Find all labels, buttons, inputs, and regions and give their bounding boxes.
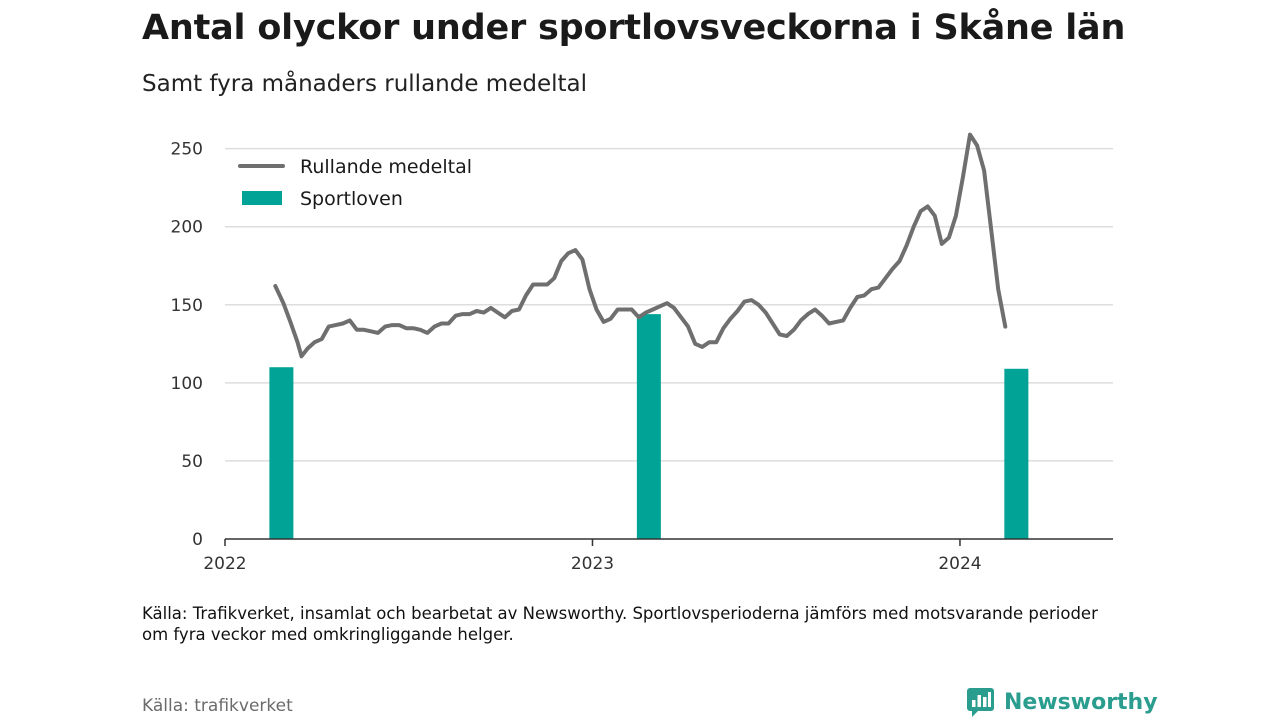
legend: Rullande medeltal Sportloven xyxy=(229,150,491,216)
legend-label: Sportloven xyxy=(300,188,403,210)
sportlov-bar xyxy=(1004,368,1029,539)
x-tick-label: 2024 xyxy=(938,554,981,574)
chart-title: Antal olyckor under sportlovsveckorna i … xyxy=(142,8,1126,48)
source-label: Källa: trafikverket xyxy=(142,696,293,716)
brand-name: Newsworthy xyxy=(1004,689,1158,715)
y-tick-label: 250 xyxy=(171,140,203,160)
legend-label: Rullande medeltal xyxy=(300,156,472,178)
sportlov-bar xyxy=(269,367,294,539)
newsworthy-logo-icon xyxy=(967,688,994,717)
x-tick-label: 2023 xyxy=(571,554,614,574)
source-note: Källa: Trafikverket, insamlat och bearbe… xyxy=(142,604,1098,644)
legend-bar-swatch xyxy=(242,191,282,205)
rolling-average-line xyxy=(273,132,1008,359)
y-tick-label: 150 xyxy=(171,296,203,316)
bar-layer xyxy=(269,314,1029,539)
y-tick-label: 100 xyxy=(171,374,203,394)
sportlov-bar xyxy=(636,314,661,539)
x-tick-label: 2022 xyxy=(203,554,246,574)
y-tick-label: 0 xyxy=(192,530,203,550)
y-tick-label: 50 xyxy=(181,452,203,472)
y-tick-label: 200 xyxy=(171,218,203,238)
brand-logo: Newsworthy xyxy=(966,686,1158,718)
chart-subtitle: Samt fyra månaders rullande medeltal xyxy=(142,71,588,97)
axis-layer: 0 50 100 150 200 250 2022 2023 2024 xyxy=(171,140,1113,574)
chart: 0 50 100 150 200 250 2022 2023 2024 Rullande med… xyxy=(171,132,1113,574)
line-layer xyxy=(273,132,1008,359)
